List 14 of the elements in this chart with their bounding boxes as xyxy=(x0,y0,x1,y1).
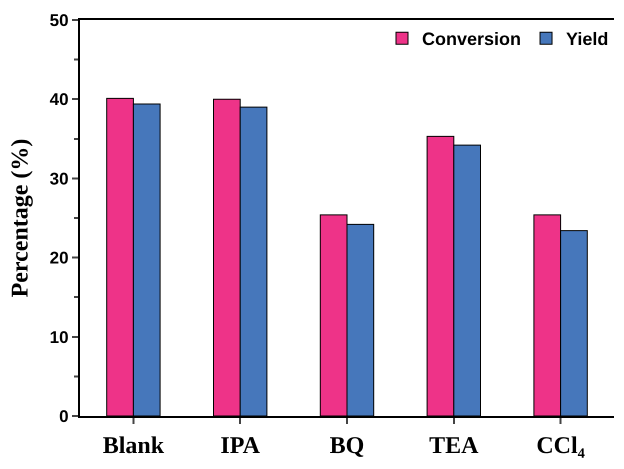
legend-label: Conversion xyxy=(422,29,522,50)
x-tick-label: Blank xyxy=(102,432,165,459)
x-tick-label: BQ xyxy=(330,432,364,459)
y-tick-label: 20 xyxy=(50,248,69,268)
y-tick-label: 10 xyxy=(50,328,69,347)
x-tick-label: TEA xyxy=(429,432,480,459)
x-tick-label: CCl₄ xyxy=(536,432,585,459)
x-tick-label: IPA xyxy=(220,432,261,459)
y-tick-label: 0 xyxy=(59,406,69,426)
y-tick-label: 40 xyxy=(50,90,69,110)
y-axis-title: Percentage (%) xyxy=(7,138,34,298)
y-tick-label: 30 xyxy=(50,169,69,188)
legend-label: Yield xyxy=(566,29,608,50)
y-tick-label: 50 xyxy=(50,10,69,30)
